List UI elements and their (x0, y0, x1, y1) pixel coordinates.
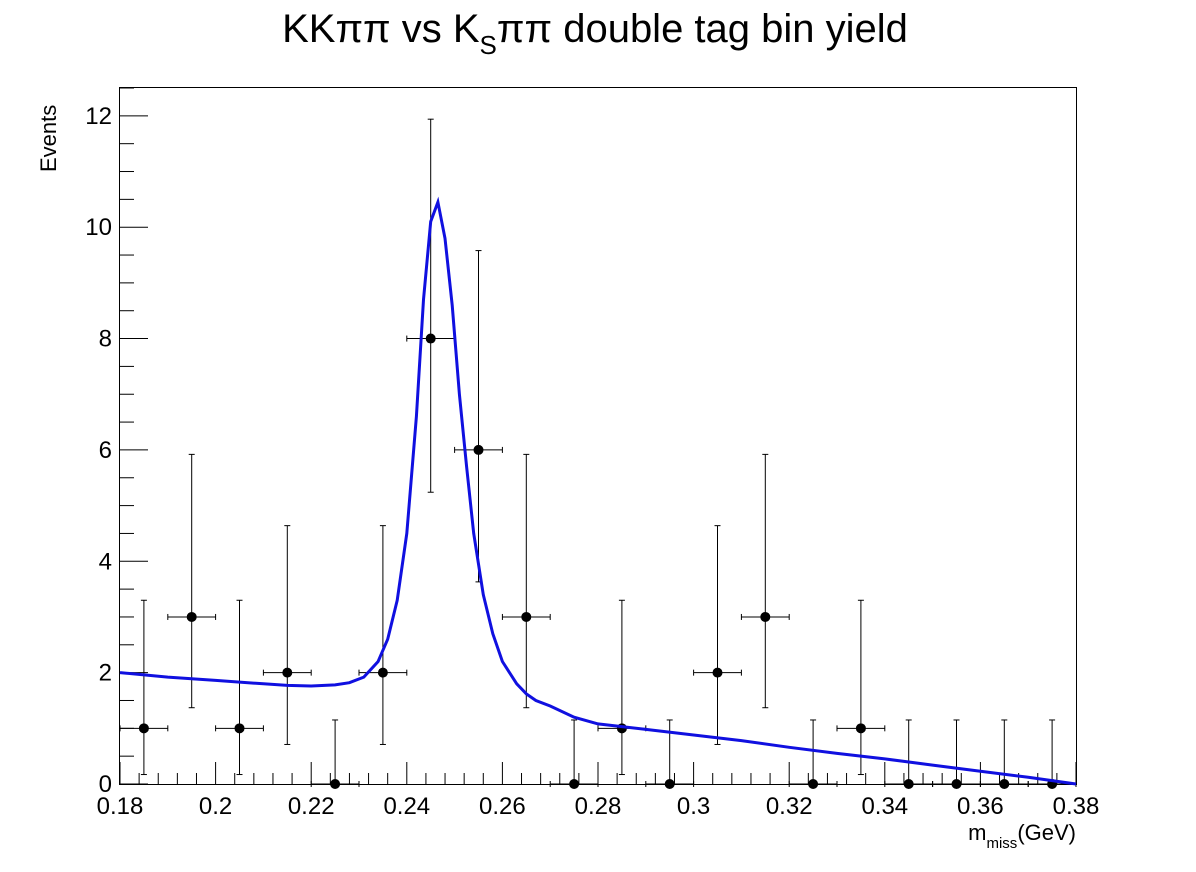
y-tick-label: 2 (99, 660, 112, 687)
data-marker (712, 667, 723, 678)
x-tick-label: 0.36 (957, 793, 1004, 820)
data-point (979, 719, 1029, 789)
data-marker (282, 667, 293, 678)
data-marker (808, 779, 819, 789)
data-marker (903, 779, 914, 789)
data-point (215, 599, 264, 776)
chart-title-subscript: S (480, 30, 497, 60)
chart-title-part-b: ππ double tag bin yield (497, 7, 908, 51)
x-tick-label: 0.26 (479, 793, 526, 820)
x-tick-label: 0.18 (97, 793, 144, 820)
data-point (788, 719, 838, 789)
data-marker (760, 611, 771, 622)
y-axis-ticks: 0 2 4 6 8 10 12 (85, 87, 148, 798)
data-point (693, 525, 742, 745)
data-marker (664, 779, 675, 789)
data-marker (425, 333, 436, 344)
x-axis-ticks: 0.18 0.2 0.22 0.24 0.26 0.28 0.3 0.32 0.34 0.36 0.… (97, 762, 1100, 820)
data-marker (569, 779, 580, 789)
y-tick-label: 6 (99, 437, 112, 464)
data-marker (999, 779, 1010, 789)
x-axis-label-unit: (GeV) (1017, 820, 1076, 845)
y-tick-label: 4 (99, 548, 112, 575)
data-point (932, 719, 981, 789)
y-tick-label: 8 (99, 326, 112, 353)
data-marker (234, 723, 245, 734)
data-marker (330, 779, 341, 789)
x-tick-label: 0.32 (766, 793, 813, 820)
y-tick-label: 12 (85, 103, 112, 130)
data-marker (951, 779, 962, 789)
data-point (358, 525, 408, 745)
plot-frame (119, 87, 1077, 785)
data-point (740, 453, 790, 709)
data-point (119, 599, 169, 776)
x-tick-label: 0.28 (575, 793, 622, 820)
data-points (119, 118, 1077, 789)
data-point (884, 719, 934, 789)
data-marker (138, 723, 149, 734)
y-tick-label: 0 (99, 771, 112, 798)
chart-title-part-a: KKππ vs K (282, 7, 480, 51)
data-point (501, 453, 551, 709)
data-point (549, 719, 599, 789)
data-marker (377, 667, 388, 678)
data-point (262, 525, 312, 745)
x-tick-label: 0.3 (677, 793, 710, 820)
x-tick-label: 0.24 (383, 793, 430, 820)
data-point (645, 719, 695, 789)
data-point (406, 118, 456, 493)
x-axis-label: mmiss(GeV) (968, 820, 1076, 852)
x-axis-label-subscript: miss (986, 835, 1017, 852)
y-axis-label: Events (36, 105, 61, 172)
x-tick-label: 0.22 (288, 793, 335, 820)
data-point (454, 250, 503, 583)
data-point (310, 719, 360, 789)
data-marker (855, 723, 866, 734)
chart-title: KKππ vs KSππ double tag bin yield (282, 7, 908, 60)
data-marker (521, 611, 532, 622)
x-tick-label: 0.2 (199, 793, 232, 820)
y-tick-label: 10 (85, 214, 112, 241)
data-point (597, 599, 647, 776)
x-tick-label: 0.38 (1053, 793, 1100, 820)
x-axis-label-main: m (968, 820, 986, 845)
fit-curve-line (119, 196, 1077, 786)
data-marker (473, 444, 484, 455)
data-point (167, 453, 217, 709)
data-marker (186, 611, 197, 622)
data-point (836, 599, 886, 776)
x-tick-label: 0.34 (861, 793, 908, 820)
